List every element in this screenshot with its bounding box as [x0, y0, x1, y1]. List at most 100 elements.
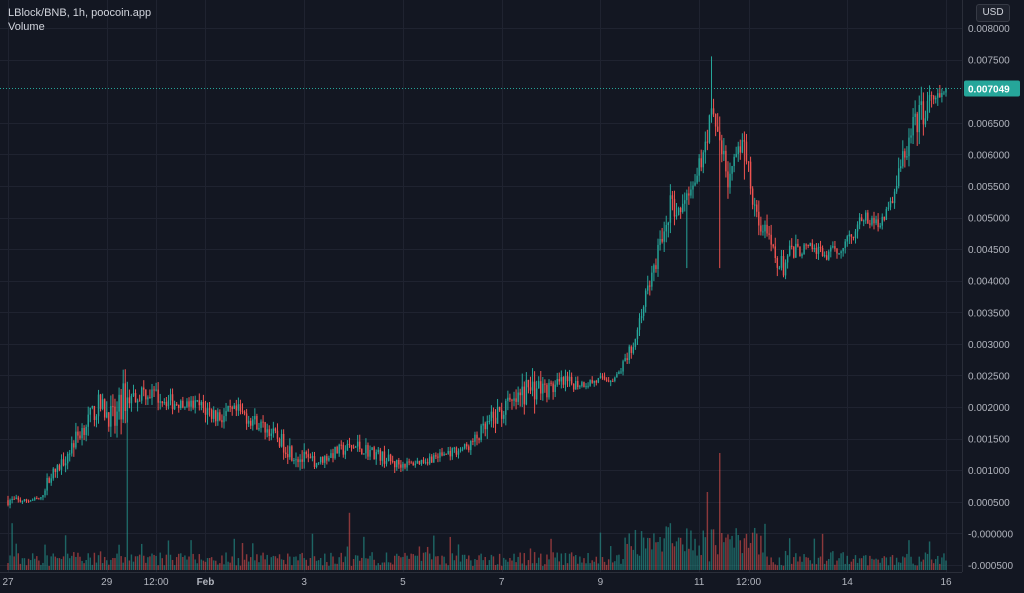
candle-body — [719, 131, 721, 141]
candle-body — [313, 456, 316, 467]
volume-bar — [270, 557, 273, 570]
candle-body — [225, 411, 227, 417]
candle-body — [36, 498, 38, 500]
candle-body — [375, 452, 377, 460]
candle-body — [212, 410, 215, 419]
candle-body — [136, 400, 139, 403]
volume-bar — [758, 554, 760, 570]
time-axis[interactable]: 27 29 12:00 Feb 3 5 7 9 11 12:00 14 16 — [0, 572, 962, 589]
volume-bar — [171, 559, 174, 570]
candle-body — [934, 97, 937, 100]
volume-bar — [821, 533, 824, 570]
volume-bar — [807, 557, 809, 570]
volume-bar — [564, 553, 567, 570]
candle-body — [77, 431, 79, 436]
currency-button[interactable]: USD — [976, 4, 1010, 22]
volume-bar — [550, 538, 552, 570]
candle-body — [270, 433, 273, 436]
volume-bar — [383, 562, 386, 570]
candle-body — [71, 443, 73, 454]
volume-bar — [276, 558, 279, 570]
volume-bar — [599, 532, 602, 570]
volume-bar — [774, 564, 776, 570]
volume-bar — [262, 552, 264, 570]
candle-body — [169, 394, 172, 401]
candle-body — [924, 118, 927, 125]
candle-body — [89, 407, 92, 415]
candle-body — [110, 405, 112, 427]
volume-bar — [87, 553, 89, 570]
volume-bar — [42, 562, 44, 570]
volume-bar — [408, 558, 410, 570]
volume-bar — [858, 558, 861, 570]
volume-bar — [260, 555, 262, 570]
volume-bar — [97, 555, 100, 570]
candle-body — [140, 387, 143, 401]
volume-bar — [665, 526, 667, 570]
volume-bar — [937, 555, 939, 570]
volume-bar — [659, 536, 661, 570]
candle-body — [175, 404, 178, 406]
candle-body — [696, 175, 698, 183]
volume-bar — [461, 554, 464, 570]
volume-bar — [511, 560, 513, 570]
volume-bar — [439, 564, 441, 570]
volume-bar — [431, 559, 433, 570]
volume-bar — [653, 533, 655, 570]
candle-body — [743, 140, 746, 142]
candle-body — [108, 412, 110, 427]
volume-bar — [340, 552, 342, 570]
candle-body — [739, 146, 742, 153]
candle-body — [398, 459, 400, 465]
candle-body — [725, 150, 727, 172]
volume-bar — [361, 557, 363, 570]
volume-bar — [365, 558, 367, 570]
volume-bar — [760, 535, 762, 570]
candle-body — [106, 412, 108, 418]
volume-bar — [867, 565, 869, 570]
symbol-title: LBlock/BNB, 1h, poocoin.app — [8, 7, 152, 19]
volume-bar — [897, 562, 900, 570]
volume-bar — [305, 559, 307, 570]
candle-body — [410, 462, 412, 464]
volume-bar — [562, 564, 565, 570]
volume-bar — [13, 556, 15, 570]
volume-bar — [315, 560, 318, 570]
candle-body — [496, 406, 499, 424]
volume-bar — [317, 560, 320, 570]
volume-bar — [910, 556, 912, 570]
candle-body — [54, 468, 57, 472]
volume-bar — [38, 560, 40, 570]
volume-bar — [27, 558, 30, 570]
candle-body — [825, 255, 828, 260]
candle-body — [638, 318, 641, 330]
volume-bar — [628, 533, 630, 570]
candle-body — [869, 223, 871, 225]
volume-bar — [727, 534, 729, 570]
price-axis[interactable]: 0.008000 0.007500 0.006500 0.006000 0.005500… — [962, 0, 1021, 572]
candle-body — [79, 435, 81, 439]
volume-bar — [591, 560, 593, 570]
candle-body — [540, 381, 542, 394]
candle-body — [548, 382, 550, 398]
candle-body — [424, 462, 427, 464]
candle-body — [601, 376, 604, 378]
candle-body — [118, 394, 120, 412]
volume-bar — [881, 558, 883, 570]
candle-body — [690, 189, 692, 196]
volume-bar — [484, 557, 486, 570]
volume-bar — [406, 555, 408, 570]
candle-body — [782, 256, 785, 276]
candle-body — [817, 246, 820, 254]
volume-bar — [575, 555, 577, 570]
candle-body — [247, 420, 250, 424]
candle-body — [404, 463, 406, 468]
candle-body — [758, 211, 760, 226]
volume-bar — [418, 546, 421, 570]
candle-body — [21, 501, 24, 503]
volume-bar — [634, 529, 637, 570]
volume-bar — [647, 537, 649, 570]
volume-bar — [50, 556, 52, 570]
candle-body — [387, 454, 390, 462]
